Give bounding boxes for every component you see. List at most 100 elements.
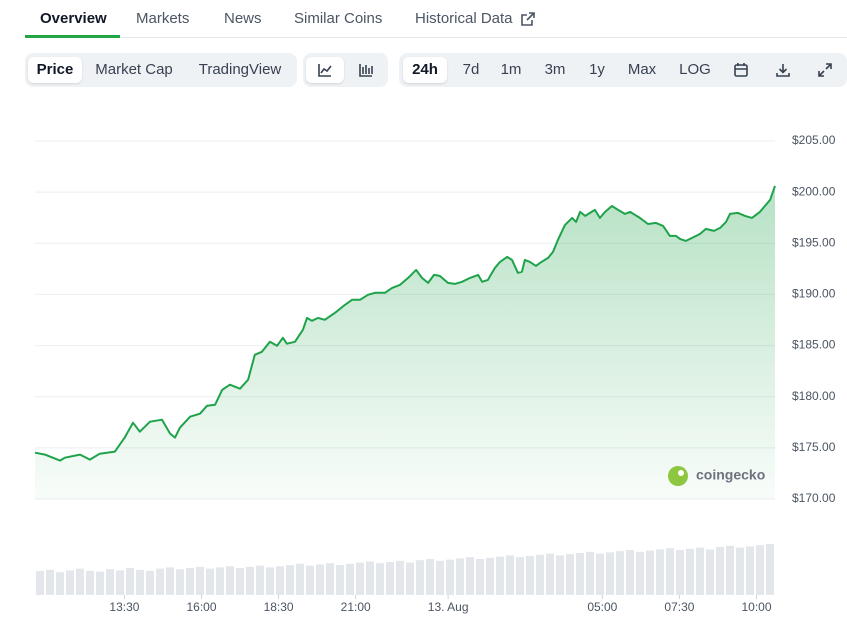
range-button[interactable]: 7d (462, 61, 480, 78)
volume-bar (246, 566, 254, 595)
volume-bar (316, 564, 324, 595)
watermark-logo-eye (678, 470, 684, 476)
fullscreen-icon (818, 63, 832, 77)
download-button[interactable] (767, 57, 799, 83)
range-button[interactable]: 24h (403, 57, 447, 83)
volume-bar (36, 571, 44, 595)
plot: $170.00 $175.00 $180.00 $185.00 $190.00 $195.… (34, 133, 836, 614)
range-button[interactable]: Max (627, 61, 657, 78)
volume-bar (476, 559, 484, 595)
volume-bar (226, 566, 234, 595)
volume-bar (606, 552, 614, 595)
line-icon (318, 64, 332, 77)
market-cap-button[interactable]: Market Cap (95, 61, 173, 78)
volume-bar (176, 569, 184, 595)
range-group: 24h 7d 1m 3m 1y Max LOG (399, 53, 847, 87)
y-tick-label: $195.00 (792, 235, 836, 249)
volume-bar (236, 568, 244, 595)
volume-bar (256, 565, 264, 595)
volume-bar (436, 560, 444, 595)
tab[interactable]: Historical Data (415, 10, 513, 27)
volume-bar (526, 556, 534, 595)
volume-bar (376, 563, 384, 595)
volume-bar (736, 547, 744, 595)
volume-bar (426, 559, 434, 595)
volume-bar (166, 567, 174, 595)
x-tick-label: 16:00 (186, 600, 216, 614)
calendar-icon (734, 63, 748, 77)
volume-bar (406, 562, 414, 595)
tab[interactable]: Markets (136, 10, 190, 27)
volume-bar (766, 544, 774, 595)
fullscreen-button[interactable] (809, 57, 841, 83)
tab[interactable]: Similar Coins (294, 10, 383, 27)
volume-bar (386, 562, 394, 595)
volume-bar (156, 568, 164, 595)
volume-bar (506, 555, 514, 595)
x-tick-label: 13. Aug (428, 600, 469, 614)
volume-bar (356, 562, 364, 595)
range-button[interactable]: 1y (589, 61, 605, 78)
volume-bar (646, 550, 654, 595)
volume-bar (96, 571, 104, 595)
x-tick-label: 18:30 (264, 600, 294, 614)
log-button[interactable]: LOG (679, 61, 711, 78)
watermark-text: coingecko (696, 467, 765, 483)
external-link-icon (521, 12, 535, 26)
y-tick-label: $185.00 (792, 338, 836, 352)
volume-bar (626, 550, 634, 595)
volume-bar (566, 554, 574, 595)
volume-bar (666, 548, 674, 595)
volume-bar (486, 557, 494, 595)
y-tick-label: $180.00 (792, 389, 836, 403)
volume-bar (56, 572, 64, 595)
volume-bar (206, 568, 214, 595)
line-chart-button[interactable] (306, 57, 344, 83)
tab[interactable]: Overview (40, 10, 107, 27)
y-tick-label: $205.00 (792, 133, 836, 147)
volume-bar (126, 568, 134, 595)
volume-bar (276, 566, 284, 595)
price-line (34, 185, 776, 462)
volume-bar (696, 547, 704, 595)
volume-bar (366, 561, 374, 595)
volume-bar (576, 553, 584, 595)
volume-bar (516, 557, 524, 595)
volume-bar (326, 563, 334, 595)
volume-bar (586, 551, 594, 595)
volume-bar (46, 569, 54, 595)
x-tick-label: 10:00 (741, 600, 771, 614)
x-tick-label: 05:00 (587, 600, 617, 614)
range-button[interactable]: 3m (544, 61, 566, 78)
volume-bar (136, 569, 144, 595)
y-tick-label: $200.00 (792, 184, 836, 198)
volume-bar (116, 570, 124, 595)
volume-bar (456, 558, 464, 595)
y-tick-label: $175.00 (792, 440, 836, 454)
volume-bar (496, 556, 504, 595)
range-button[interactable]: 1m (500, 61, 522, 78)
volume-bar (76, 568, 84, 595)
volume-bar (416, 560, 424, 595)
calendar-button[interactable] (725, 57, 757, 83)
volume-bar (86, 571, 94, 595)
volume-bar (106, 569, 114, 595)
price-area (35, 185, 775, 499)
tradingview-button[interactable]: TradingView (198, 61, 282, 78)
tab[interactable]: News (224, 10, 262, 27)
volume-bar (216, 567, 224, 595)
volume-bar (676, 550, 684, 595)
volume-bar (286, 565, 294, 595)
chart-style-group (303, 53, 388, 87)
x-tick-label: 07:30 (664, 600, 694, 614)
y-tick-label: $190.00 (792, 287, 836, 301)
volume-bar (536, 554, 544, 595)
volume-bar (306, 565, 314, 595)
watermark: coingecko (668, 466, 765, 486)
volume-bar (466, 557, 474, 595)
candle-chart-button[interactable] (347, 57, 385, 83)
volume-bar (266, 567, 274, 595)
price-button[interactable]: Price (28, 57, 82, 83)
